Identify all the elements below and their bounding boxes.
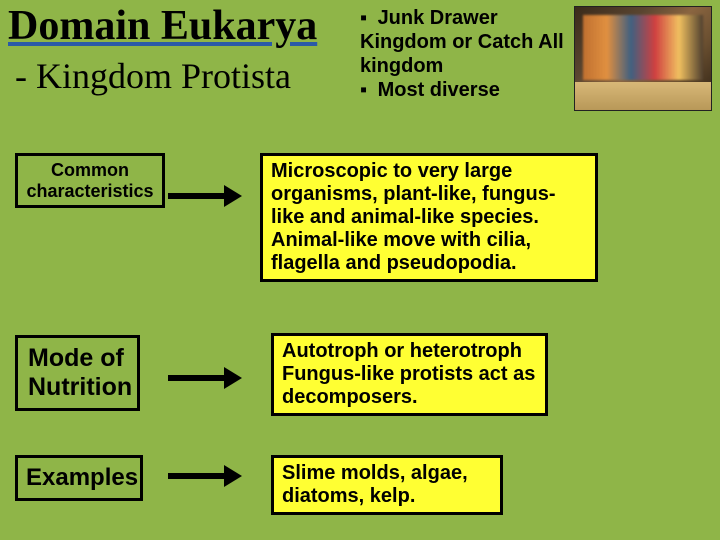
junk-drawer-image: [574, 6, 712, 111]
label-examples: Examples: [15, 455, 143, 501]
note-line-1: Junk Drawer Kingdom or Catch All kingdom: [360, 7, 564, 77]
arrow-icon: [168, 193, 228, 199]
arrow-icon: [168, 473, 228, 479]
label-mode-of-nutrition: Mode of Nutrition: [15, 335, 140, 411]
note-line-2: Most diverse: [378, 79, 500, 101]
content-examples: Slime molds, algae, diatoms, kelp.: [271, 455, 503, 515]
content-mode-of-nutrition: Autotroph or heterotroph Fungus-like pro…: [271, 333, 548, 416]
label-common-characteristics: Common characteristics: [15, 153, 165, 208]
slide-subtitle: - Kingdom Protista: [15, 55, 291, 97]
side-notes: ▪ Junk Drawer Kingdom or Catch All kingd…: [360, 6, 580, 102]
arrow-icon: [168, 375, 228, 381]
content-common-characteristics: Microscopic to very large organisms, pla…: [260, 153, 598, 282]
slide-title: Domain Eukarya: [8, 2, 317, 50]
